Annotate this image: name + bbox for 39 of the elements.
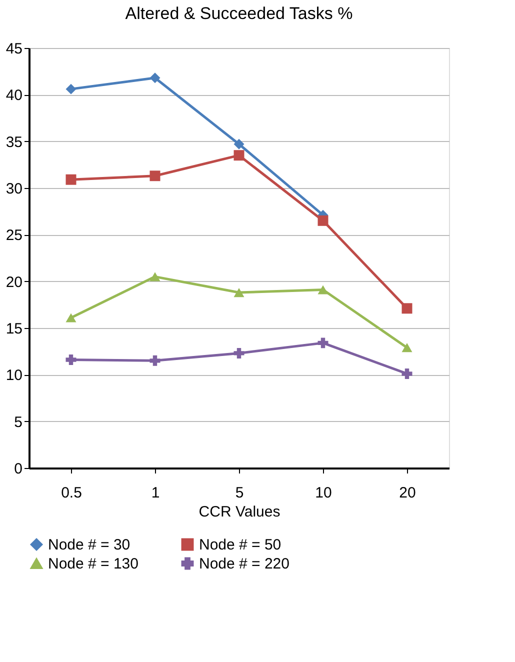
- y-tick-label: 5: [14, 414, 22, 431]
- y-tick-label: 15: [6, 320, 22, 338]
- x-axis-title: CCR Values: [198, 504, 280, 520]
- point: [66, 354, 76, 365]
- point: [150, 272, 160, 282]
- legend-label: Node # = 220: [199, 556, 290, 572]
- x-tick-label: 10: [315, 484, 332, 502]
- y-tick-label: 40: [6, 87, 22, 104]
- legend-label: Node # = 130: [48, 556, 138, 572]
- y-tick-label: 35: [6, 134, 22, 151]
- x-tick-label: 1: [151, 484, 160, 502]
- point: [402, 343, 412, 352]
- x-tick-label: 20: [399, 484, 416, 502]
- y-tick-label: 0: [14, 460, 22, 478]
- x-tick-label: 0.5: [61, 484, 82, 502]
- point: [318, 338, 328, 348]
- y-tick-label: 25: [6, 227, 22, 244]
- point: [318, 285, 328, 294]
- point: [402, 303, 412, 314]
- x-tick-label: 5: [235, 484, 244, 502]
- y-tick-label: 45: [6, 40, 22, 58]
- point: [234, 150, 244, 161]
- point: [318, 215, 328, 226]
- point: [402, 368, 412, 379]
- legend-label: Node # = 50: [199, 536, 282, 554]
- point: [66, 174, 76, 185]
- point: [150, 355, 160, 366]
- point: [234, 288, 244, 298]
- y-tick-label: 20: [6, 274, 22, 291]
- legend-label: Node # = 30: [48, 536, 130, 554]
- y-tick-label: 30: [6, 180, 22, 198]
- point: [66, 313, 76, 322]
- point: [66, 84, 76, 94]
- point: [150, 72, 160, 84]
- point: [150, 170, 160, 182]
- point: [234, 138, 244, 150]
- chart-title: Altered & Succeeded Tasks %: [125, 4, 353, 23]
- y-tick-label: 10: [6, 367, 22, 384]
- point: [234, 348, 244, 358]
